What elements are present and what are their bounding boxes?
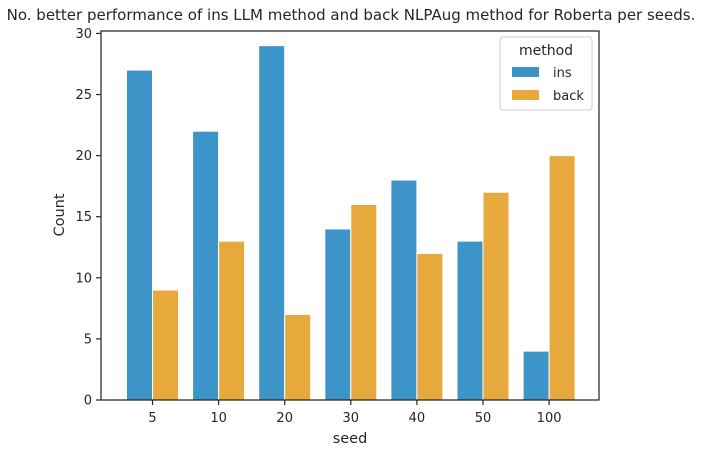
y-tick-label: 20 bbox=[75, 149, 92, 164]
bar-ins-40 bbox=[390, 179, 418, 401]
bar-ins-30 bbox=[324, 228, 352, 401]
legend-label-back: back bbox=[553, 89, 584, 104]
y-tick-label: 0 bbox=[84, 394, 92, 409]
legend-swatch-ins bbox=[512, 67, 539, 77]
x-axis-ticks: 5 10 20 30 40 50 100 bbox=[148, 400, 562, 426]
y-tick-label: 15 bbox=[75, 210, 92, 225]
bar-back-20 bbox=[284, 313, 312, 401]
y-tick-label: 25 bbox=[75, 88, 92, 103]
bar-back-30 bbox=[350, 204, 378, 401]
chart-title: No. better performance of ins LLM method… bbox=[7, 6, 696, 24]
x-tick-label: 20 bbox=[276, 411, 293, 426]
plot-frame bbox=[100, 30, 600, 401]
bar-ins-5 bbox=[126, 69, 153, 401]
x-tick-label: 100 bbox=[537, 411, 562, 426]
y-axis-ticks: 0 5 10 15 20 25 30 bbox=[75, 27, 101, 409]
x-tick-label: 30 bbox=[343, 411, 360, 426]
bar-back-5 bbox=[152, 289, 179, 401]
bar-back-10 bbox=[218, 240, 246, 401]
x-tick-label: 5 bbox=[148, 411, 156, 426]
y-tick-label: 10 bbox=[75, 271, 92, 286]
bars-layer bbox=[126, 45, 576, 401]
x-tick-label: 10 bbox=[210, 411, 227, 426]
bar-back-40 bbox=[416, 252, 444, 401]
y-axis-label: Count bbox=[52, 193, 68, 236]
legend-title: method bbox=[519, 43, 573, 59]
bar-ins-20 bbox=[258, 45, 286, 401]
bar-ins-10 bbox=[192, 130, 220, 401]
y-tick-label: 30 bbox=[75, 27, 92, 42]
bar-back-50 bbox=[482, 191, 510, 401]
x-tick-label: 40 bbox=[409, 411, 426, 426]
x-axis-label: seed bbox=[333, 431, 368, 447]
bar-ins-100 bbox=[522, 350, 550, 401]
legend-label-ins: ins bbox=[553, 66, 572, 81]
bar-back-100 bbox=[548, 155, 576, 401]
legend-items: ins back bbox=[512, 66, 584, 104]
y-tick-label: 5 bbox=[84, 332, 92, 347]
x-tick-label: 50 bbox=[475, 411, 492, 426]
bar-ins-50 bbox=[456, 240, 484, 401]
legend-swatch-back bbox=[512, 90, 539, 100]
legend: method ins back bbox=[499, 36, 593, 111]
